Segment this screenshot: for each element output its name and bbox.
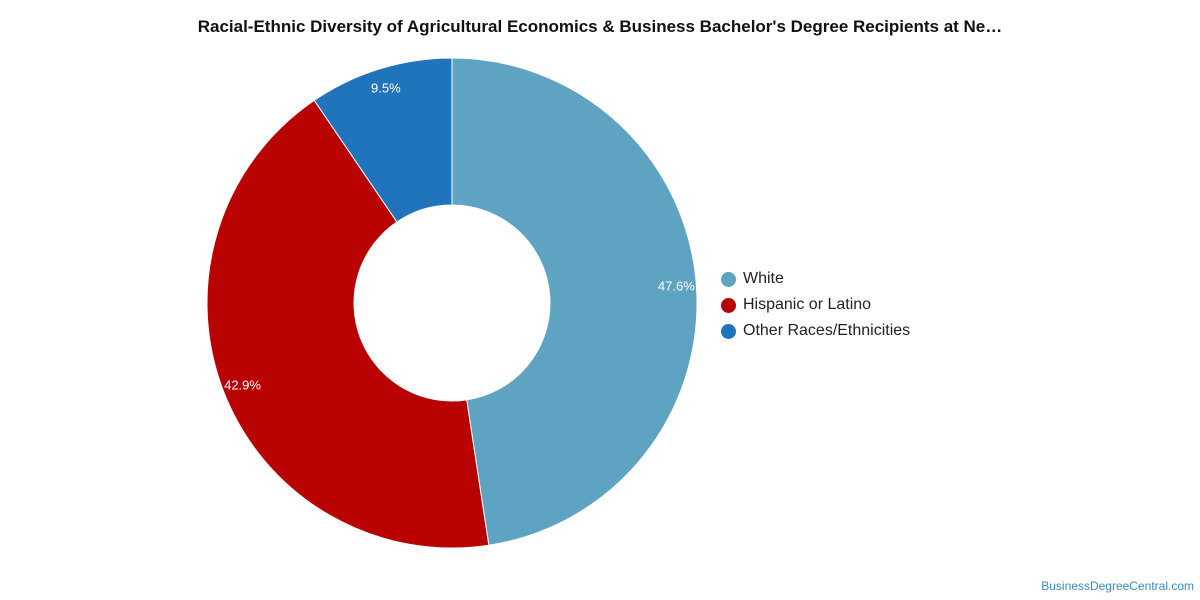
slice-hispanic-or-latino[interactable]: [206, 99, 490, 549]
legend-label-other-races: Other Races/Ethnicities: [743, 322, 911, 339]
slice-white[interactable]: [451, 57, 698, 546]
data-label-white: 47.6%: [658, 279, 695, 294]
legend-item-hispanic-or-latino[interactable]: Hispanic or Latino: [721, 292, 910, 318]
legend-label-white: White: [743, 270, 784, 287]
source-credit-link[interactable]: BusinessDegreeCentral.com: [1041, 579, 1194, 593]
data-label-hispanic-or-latino: 42.9%: [224, 378, 261, 393]
slice-other-races[interactable]: [313, 57, 453, 223]
data-label-other-races: 9.5%: [371, 80, 401, 95]
legend-swatch-other-races: [721, 323, 736, 339]
legend-item-other-races[interactable]: Other Races/Ethnicities: [721, 318, 910, 344]
chart-title: Racial-Ethnic Diversity of Agricultural …: [197, 17, 1003, 36]
legend-swatch-white: [721, 271, 736, 287]
legend-label-hispanic-or-latino: Hispanic or Latino: [743, 296, 872, 313]
chart-legend: White Hispanic or Latino Other Races/Eth…: [721, 266, 910, 344]
legend-swatch-hispanic-or-latino: [721, 297, 736, 313]
legend-item-white[interactable]: White: [721, 266, 910, 292]
